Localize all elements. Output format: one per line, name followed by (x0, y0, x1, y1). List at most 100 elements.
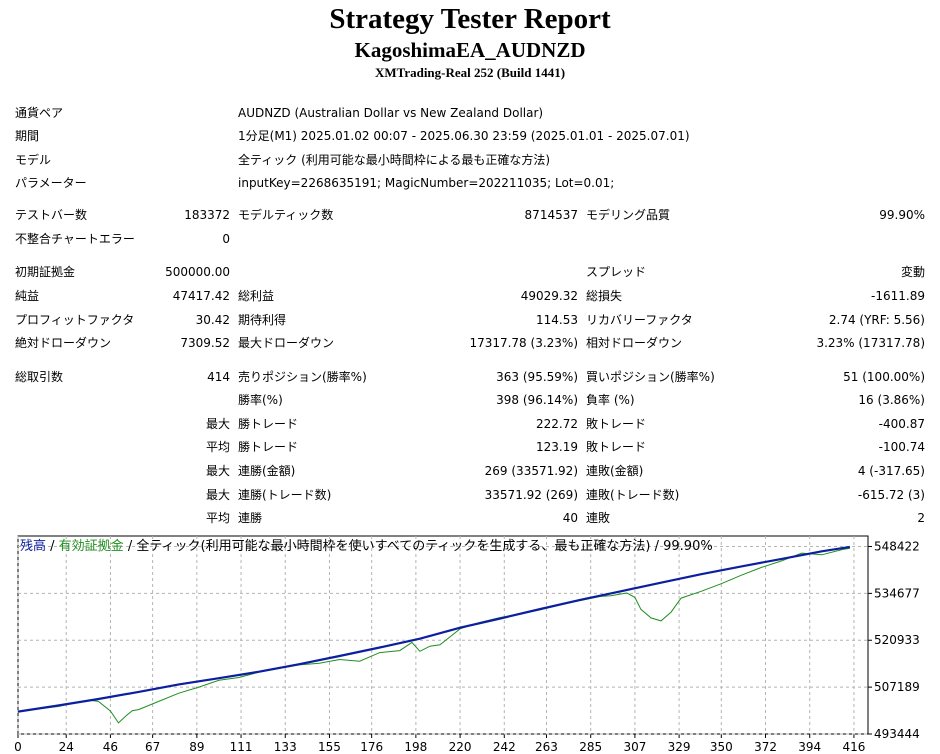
largest-win-value: 222.72 (536, 417, 578, 431)
series-equity-line (17, 547, 850, 724)
x-tick-label: 285 (579, 740, 602, 754)
spread-label: スプレッド (586, 265, 647, 279)
ticks-value: 8714537 (524, 208, 578, 222)
server-build: XMTrading-Real 252 (Build 1441) (374, 65, 566, 80)
max-prefix: 最大 (205, 464, 230, 478)
period-value: 1分足(M1) 2025.01.02 00:07 - 2025.06.30 23… (238, 129, 690, 143)
avg-win-value: 123.19 (536, 440, 578, 454)
gross-profit-label: 総利益 (238, 289, 275, 303)
x-tick-label: 176 (360, 740, 383, 754)
max-dd-label: 最大ドローダウン (238, 336, 335, 350)
max-prefix: 最大 (205, 488, 230, 502)
params-label: パラメーター (15, 176, 87, 190)
report-title: Strategy Tester Report (329, 3, 611, 35)
net-value: 47417.42 (172, 289, 230, 303)
avg-consec-losses-label: 連敗 (586, 511, 611, 525)
rel-dd-value: 3.23% (17317.78) (816, 336, 925, 350)
y-tick-label: 493444 (874, 727, 920, 741)
max-consec-wins-value: 269 (33571.92) (484, 464, 578, 478)
quality-value: 99.90% (879, 208, 925, 222)
gross-profit-value: 49029.32 (520, 289, 578, 303)
max-consec-loss-label: 連敗(トレード数) (586, 488, 680, 502)
long-label: 買いポジション(勝率%) (586, 370, 715, 384)
largest-win-label: 勝トレード (238, 417, 299, 431)
x-tick-label: 263 (535, 740, 558, 754)
win-rate-label: 勝率(%) (238, 393, 283, 407)
x-tick-label: 416 (842, 740, 865, 754)
symbol-value: AUDNZD (Australian Dollar vs New Zealand… (238, 106, 544, 120)
bars-label: テストバー数 (15, 208, 88, 222)
pf-label: プロフィットファクタ (15, 313, 135, 327)
x-tick-label: 394 (798, 740, 821, 754)
params-value: inputKey=2268635191; MagicNumber=2022110… (238, 176, 615, 190)
avg-consec-wins-value: 40 (562, 511, 578, 525)
x-tick-label: 372 (754, 740, 777, 754)
model-label: モデル (15, 153, 52, 167)
loss-rate-value: 16 (3.86%) (858, 393, 925, 407)
total-trades-value: 414 (207, 370, 230, 384)
x-tick-label: 307 (623, 740, 646, 754)
series-balance-line (17, 545, 851, 713)
max-consec-losses-value: 4 (-317.65) (857, 464, 925, 478)
bars-value: 183372 (184, 208, 230, 222)
win-rate-value: 398 (96.14%) (496, 393, 578, 407)
ea-name: KagoshimaEA_AUDNZD (354, 38, 586, 62)
legend-equity: 有効証拠金 (58, 539, 124, 554)
x-tick-label: 155 (318, 740, 341, 754)
short-label: 売りポジション(勝率%) (238, 370, 367, 384)
deposit-value: 500000.00 (165, 265, 230, 279)
x-tick-label: 111 (230, 740, 253, 754)
avg-loss-value: -100.74 (878, 440, 925, 454)
period-label: 期間 (15, 129, 40, 143)
max-prefix: 最大 (205, 417, 230, 431)
x-tick-label: 198 (404, 740, 427, 754)
net-label: 純益 (15, 289, 40, 303)
recovery-label: リカバリーファクタ (586, 313, 693, 327)
ticks-label: モデルティック数 (238, 208, 334, 222)
rel-dd-label: 相対ドローダウン (586, 336, 683, 350)
max-dd-value: 17317.78 (3.23%) (469, 336, 578, 350)
max-consec-profit-label: 連勝(トレード数) (238, 488, 332, 502)
mismatch-value: 0 (222, 232, 230, 246)
max-consec-loss-value: -615.72 (3) (857, 488, 925, 502)
x-tick-label: 67 (145, 740, 160, 754)
x-tick-label: 329 (668, 740, 691, 754)
spread-value: 変動 (900, 265, 925, 279)
largest-loss-label: 敗トレード (586, 417, 647, 431)
avg-loss-label: 敗トレード (586, 440, 647, 454)
total-trades-label: 総取引数 (15, 370, 64, 384)
x-tick-label: 133 (274, 740, 297, 754)
x-tick-label: 220 (449, 740, 472, 754)
max-consec-losses-label: 連敗(金額) (586, 464, 644, 478)
quality-label: モデリング品質 (586, 208, 671, 222)
legend-sep: / (46, 539, 59, 554)
pf-value: 30.42 (195, 313, 230, 327)
largest-loss-value: -400.87 (878, 417, 925, 431)
mismatch-label: 不整合チャートエラー (15, 232, 135, 246)
x-tick-label: 0 (14, 740, 22, 754)
x-tick-label: 350 (710, 740, 733, 754)
abs-dd-value: 7309.52 (180, 336, 230, 350)
max-consec-wins-label: 連勝(金額) (238, 464, 296, 478)
y-tick-label: 548422 (874, 539, 920, 553)
model-value: 全ティック (利用可能な最小時間枠による最も正確な方法) (238, 153, 551, 167)
loss-rate-label: 負率 (%) (586, 393, 635, 407)
symbol-label: 通貨ペア (15, 106, 64, 120)
long-value: 51 (100.00%) (843, 370, 925, 384)
avg-consec-losses-value: 2 (917, 511, 925, 525)
y-tick-label: 534677 (874, 586, 920, 600)
x-tick-label: 89 (189, 740, 204, 754)
gross-loss-label: 総損失 (586, 289, 623, 303)
abs-dd-label: 絶対ドローダウン (15, 336, 112, 350)
avg-consec-wins-label: 連勝 (238, 511, 263, 525)
chart-title: 残高 / 有効証拠金 / 全ティック(利用可能な最小時間枠を使いすべてのティック… (20, 539, 713, 555)
legend-balance: 残高 (20, 539, 47, 554)
y-tick-label: 520933 (874, 633, 920, 647)
legend-rest: / 全ティック(利用可能な最小時間枠を使いすべてのティックを生成する、最も正確な… (123, 539, 713, 554)
deposit-label: 初期証拠金 (15, 265, 76, 279)
expected-value: 114.53 (536, 313, 578, 327)
x-tick-label: 242 (493, 740, 516, 754)
max-consec-profit-value: 33571.92 (269) (484, 488, 578, 502)
avg-win-label: 勝トレード (238, 440, 299, 454)
x-tick-label: 24 (59, 740, 74, 754)
